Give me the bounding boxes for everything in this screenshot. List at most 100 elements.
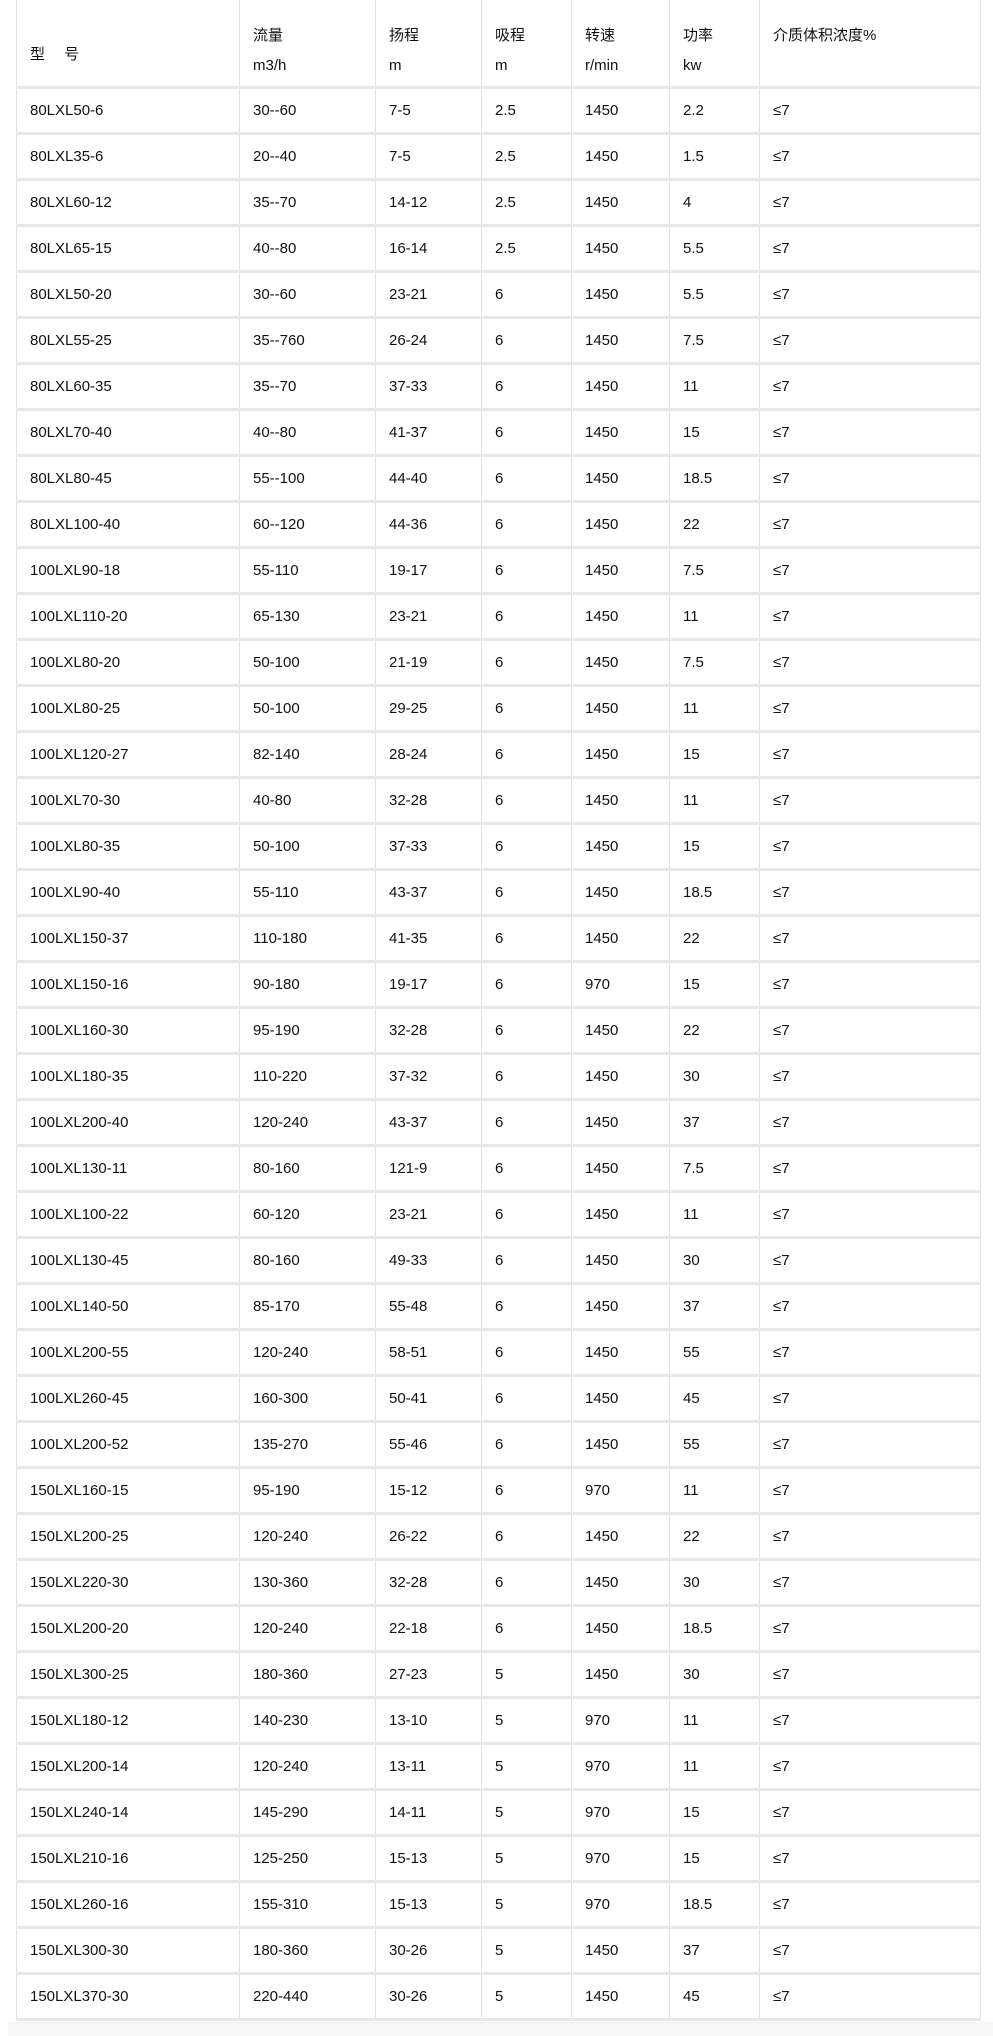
cell-speed: 1450: [571, 777, 670, 825]
cell-concentration: ≤7: [759, 1605, 981, 1653]
cell-head: 37-33: [375, 363, 482, 411]
cell-head: 14-11: [375, 1789, 482, 1837]
cell-speed: 1450: [571, 1559, 670, 1607]
cell-concentration: ≤7: [759, 1099, 981, 1147]
cell-power: 18.5: [669, 1605, 760, 1653]
cell-power: 18.5: [669, 869, 760, 917]
cell-suction: 6: [481, 1513, 572, 1561]
cell-model: 100LXL260-45: [16, 1375, 240, 1423]
table-row: 150LXL300-30 180-360 30-26 5 1450 37 ≤7: [16, 1927, 981, 1975]
cell-power: 7.5: [669, 547, 760, 595]
table-row: 100LXL90-40 55-110 43-37 6 1450 18.5 ≤7: [16, 869, 981, 917]
cell-model: 100LXL80-35: [16, 823, 240, 871]
cell-concentration: ≤7: [759, 593, 981, 641]
cell-suction: 6: [481, 1421, 572, 1469]
cell-model: 150LXL160-15: [16, 1467, 240, 1515]
cell-head: 55-48: [375, 1283, 482, 1331]
header-suction: 吸程 m: [481, 0, 572, 89]
header-flow-unit: m3/h: [253, 57, 287, 74]
cell-model: 100LXL130-11: [16, 1145, 240, 1193]
cell-suction: 6: [481, 1007, 572, 1055]
cell-suction: 6: [481, 961, 572, 1009]
cell-model: 150LXL200-20: [16, 1605, 240, 1653]
header-suction-unit: m: [495, 57, 508, 74]
table-row: 100LXL200-52 135-270 55-46 6 1450 55 ≤7: [16, 1421, 981, 1469]
cell-concentration: ≤7: [759, 87, 981, 135]
cell-suction: 6: [481, 363, 572, 411]
cell-model: 100LXL70-30: [16, 777, 240, 825]
cell-speed: 1450: [571, 409, 670, 457]
table-row: 150LXL240-14 145-290 14-11 5 970 15 ≤7: [16, 1789, 981, 1837]
cell-model: 100LXL180-35: [16, 1053, 240, 1101]
header-speed-label: 转速: [585, 27, 616, 44]
cell-concentration: ≤7: [759, 1789, 981, 1837]
cell-flow: 90-180: [239, 961, 376, 1009]
cell-head: 30-26: [375, 1973, 482, 2021]
cell-model: 80LXL55-25: [16, 317, 240, 365]
cell-suction: 6: [481, 501, 572, 549]
table-row: 100LXL180-35 110-220 37-32 6 1450 30 ≤7: [16, 1053, 981, 1101]
cell-head: 15-13: [375, 1881, 482, 1929]
cell-suction: 6: [481, 317, 572, 365]
cell-speed: 970: [571, 1467, 670, 1515]
table-row: 100LXL100-22 60-120 23-21 6 1450 11 ≤7: [16, 1191, 981, 1239]
cell-concentration: ≤7: [759, 1697, 981, 1745]
cell-model: 80LXL80-45: [16, 455, 240, 503]
table-row: 80LXL100-40 60--120 44-36 6 1450 22 ≤7: [16, 501, 981, 549]
cell-speed: 970: [571, 1789, 670, 1837]
cell-head: 28-24: [375, 731, 482, 779]
table-footer-band: [8, 2022, 993, 2036]
cell-power: 18.5: [669, 455, 760, 503]
cell-head: 15-12: [375, 1467, 482, 1515]
cell-flow: 80-160: [239, 1237, 376, 1285]
cell-flow: 35--70: [239, 363, 376, 411]
cell-power: 11: [669, 685, 760, 733]
header-power-unit: kw: [683, 57, 702, 74]
cell-model: 80LXL50-20: [16, 271, 240, 319]
cell-model: 150LXL300-30: [16, 1927, 240, 1975]
cell-model: 150LXL220-30: [16, 1559, 240, 1607]
cell-concentration: ≤7: [759, 1467, 981, 1515]
cell-concentration: ≤7: [759, 1375, 981, 1423]
cell-flow: 40-80: [239, 777, 376, 825]
cell-suction: 5: [481, 1927, 572, 1975]
cell-flow: 95-190: [239, 1467, 376, 1515]
cell-concentration: ≤7: [759, 869, 981, 917]
cell-flow: 82-140: [239, 731, 376, 779]
table-row: 100LXL120-27 82-140 28-24 6 1450 15 ≤7: [16, 731, 981, 779]
cell-speed: 1450: [571, 1053, 670, 1101]
cell-concentration: ≤7: [759, 547, 981, 595]
table-row: 100LXL150-37 110-180 41-35 6 1450 22 ≤7: [16, 915, 981, 963]
cell-head: 37-32: [375, 1053, 482, 1101]
cell-power: 11: [669, 1467, 760, 1515]
cell-concentration: ≤7: [759, 1145, 981, 1193]
table-row: 100LXL200-55 120-240 58-51 6 1450 55 ≤7: [16, 1329, 981, 1377]
cell-power: 55: [669, 1329, 760, 1377]
table-row: 150LXL200-20 120-240 22-18 6 1450 18.5 ≤7: [16, 1605, 981, 1653]
cell-speed: 1450: [571, 363, 670, 411]
cell-power: 30: [669, 1651, 760, 1699]
cell-suction: 6: [481, 1329, 572, 1377]
cell-head: 37-33: [375, 823, 482, 871]
cell-suction: 6: [481, 915, 572, 963]
cell-power: 18.5: [669, 1881, 760, 1929]
cell-model: 150LXL200-25: [16, 1513, 240, 1561]
cell-flow: 155-310: [239, 1881, 376, 1929]
cell-concentration: ≤7: [759, 271, 981, 319]
table-row: 100LXL150-16 90-180 19-17 6 970 15 ≤7: [16, 961, 981, 1009]
cell-suction: 6: [481, 731, 572, 779]
cell-flow: 120-240: [239, 1743, 376, 1791]
cell-power: 11: [669, 1191, 760, 1239]
cell-flow: 35--760: [239, 317, 376, 365]
header-concentration-label: 介质体积浓度%: [773, 27, 877, 44]
header-flow-label: 流量: [253, 27, 284, 44]
cell-suction: 2.5: [481, 133, 572, 181]
cell-flow: 160-300: [239, 1375, 376, 1423]
table-row: 80LXL80-45 55--100 44-40 6 1450 18.5 ≤7: [16, 455, 981, 503]
cell-power: 4: [669, 179, 760, 227]
cell-power: 11: [669, 593, 760, 641]
cell-speed: 1450: [571, 1375, 670, 1423]
cell-flow: 130-360: [239, 1559, 376, 1607]
table-row: 100LXL110-20 65-130 23-21 6 1450 11 ≤7: [16, 593, 981, 641]
cell-concentration: ≤7: [759, 1191, 981, 1239]
